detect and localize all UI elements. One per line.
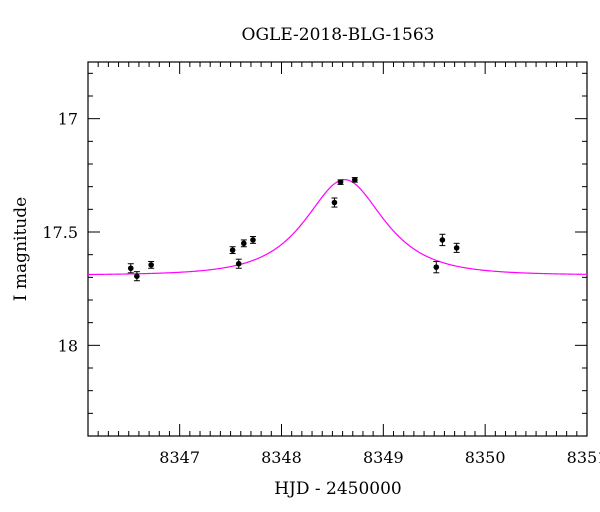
point-marker [127, 265, 134, 272]
data-point [331, 197, 338, 208]
point-marker [134, 273, 140, 280]
x-tick-label: 8348 [261, 448, 302, 467]
data-point [133, 271, 140, 282]
data-point [433, 260, 440, 274]
y-tick-label: 17.5 [42, 223, 78, 242]
point-marker [229, 247, 236, 253]
x-axis-ticks [87, 62, 588, 436]
y-axis-label: I magnitude [11, 197, 31, 301]
y-axis-ticks [88, 72, 587, 437]
data-point [439, 233, 446, 247]
chart-title: OGLE-2018-BLG-1563 [242, 25, 435, 45]
point-marker [453, 245, 460, 251]
point-marker [439, 237, 446, 243]
plot-frame [87, 61, 588, 437]
point-marker [352, 177, 358, 183]
y-tick-label: 18 [58, 336, 78, 355]
x-axis-label: HJD - 2450000 [274, 479, 402, 499]
point-marker [337, 179, 344, 185]
data-point [240, 239, 247, 248]
data-point [337, 179, 344, 185]
data-point [235, 258, 242, 269]
y-tick-label: 17 [58, 110, 78, 129]
data-point [148, 260, 155, 269]
x-tick-label: 8347 [159, 448, 200, 467]
x-tick-label: 8350 [465, 448, 506, 467]
point-marker [235, 260, 242, 267]
data-points [127, 177, 460, 282]
data-point [229, 246, 236, 255]
data-point [249, 236, 256, 244]
point-marker [148, 262, 154, 268]
point-marker [250, 237, 256, 243]
point-marker [331, 199, 338, 206]
x-tick-label: 8349 [363, 448, 404, 467]
y-axis-tick-labels: 17 17.5 18 [42, 110, 78, 356]
data-point [351, 177, 358, 183]
data-point [453, 242, 460, 253]
model-curve [87, 179, 588, 276]
data-point [127, 263, 134, 274]
point-marker [241, 240, 247, 247]
point-marker [433, 264, 440, 270]
